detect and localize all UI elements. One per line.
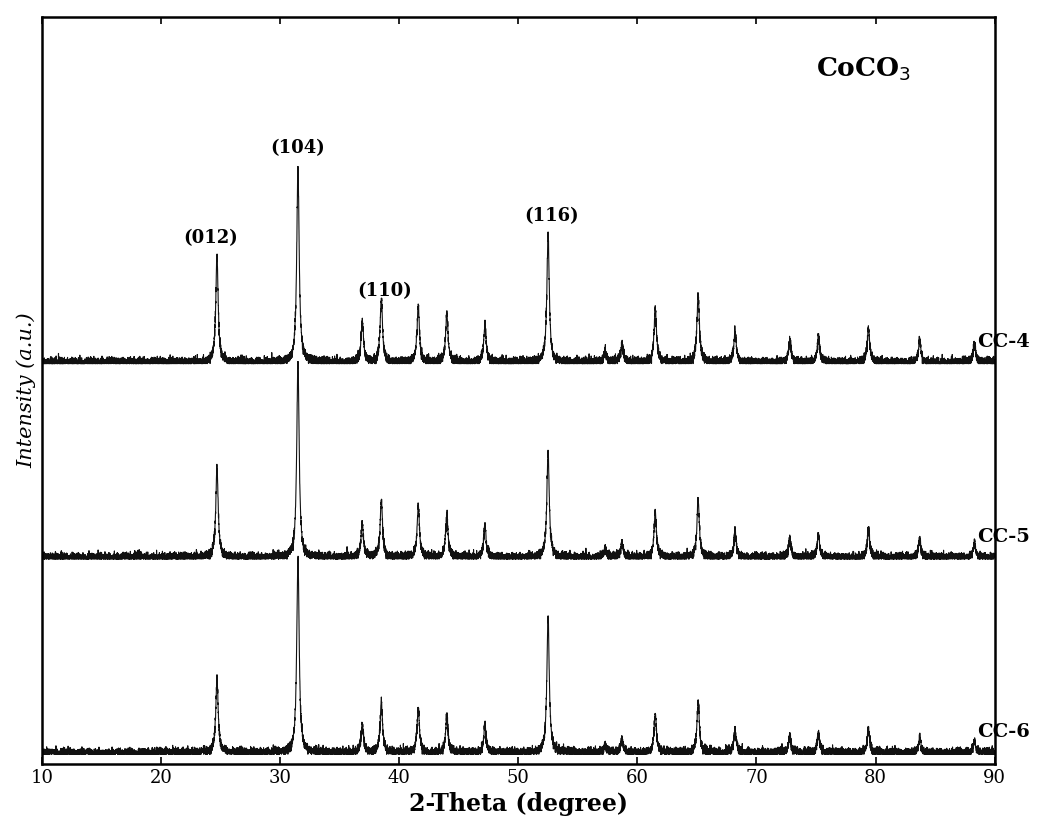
Text: (116): (116) (524, 207, 579, 225)
Y-axis label: Intensity (a.u.): Intensity (a.u.) (17, 312, 37, 468)
Text: CC-5: CC-5 (977, 528, 1030, 546)
Text: (110): (110) (358, 282, 412, 300)
Text: CC-4: CC-4 (977, 333, 1029, 351)
Text: CoCO$_3$: CoCO$_3$ (816, 56, 912, 83)
X-axis label: 2-Theta (degree): 2-Theta (degree) (409, 792, 627, 816)
Text: (012): (012) (184, 229, 238, 247)
Text: CC-6: CC-6 (977, 723, 1030, 741)
Text: (104): (104) (271, 139, 325, 157)
